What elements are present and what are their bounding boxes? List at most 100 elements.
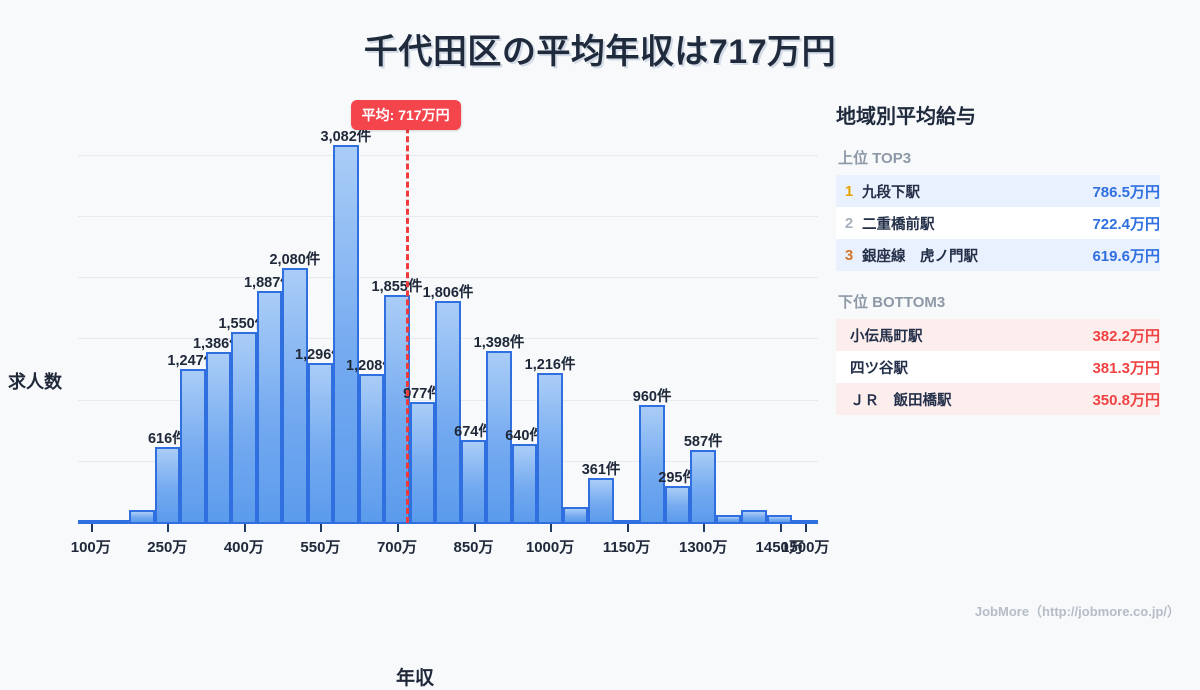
histogram-bar	[715, 515, 742, 522]
plot-region: 616件 1,247件 1,386件 1,550件 1,887件 2,080件 1,296件…	[71, 100, 829, 556]
histogram-bar	[511, 443, 538, 522]
x-axis-tick-label: 1000万	[525, 539, 575, 556]
section-spacer	[836, 271, 1166, 291]
salary-value: 619.6万円	[1092, 247, 1160, 265]
rank-row[interactable]: 四ツ谷駅 381.3万円	[836, 351, 1160, 383]
x-axis-tick-label: 250万	[147, 539, 188, 556]
salary-value: 722.4万円	[1092, 215, 1160, 233]
gridline	[78, 154, 818, 156]
histogram-bar	[792, 519, 818, 522]
bar-value-label: 616件	[147, 430, 187, 447]
histogram-bar	[205, 352, 232, 522]
salary-value: 350.8万円	[1092, 391, 1160, 409]
x-axis-tick-label: 1300万	[678, 539, 728, 556]
bar-value-label: 1,806件	[422, 285, 474, 302]
gridline	[78, 216, 818, 218]
bar-value-label: 1,398件	[473, 334, 525, 351]
station-name: 小伝馬町駅	[850, 328, 923, 345]
gridline	[78, 277, 818, 279]
histogram-bar	[766, 514, 793, 522]
salary-value: 381.3万円	[1092, 359, 1160, 377]
histogram-bar	[486, 350, 512, 522]
histogram-bar	[639, 404, 665, 522]
histogram-bar	[384, 295, 410, 522]
bar-value-label: 1,550件	[218, 316, 270, 333]
histogram-bar	[333, 144, 359, 522]
x-axis-line	[78, 522, 818, 524]
rank-row[interactable]: 1 九段下駅 786.5万円	[836, 175, 1160, 207]
histogram-bar	[129, 510, 155, 522]
x-axis-tick-label: 1450万	[755, 539, 804, 556]
histogram-bar	[78, 520, 104, 522]
histogram-bar	[231, 332, 257, 522]
histogram-bar	[613, 519, 640, 522]
histogram-bar	[103, 520, 130, 522]
rank-row[interactable]: 2 二重橋前駅 722.4万円	[836, 207, 1160, 239]
rank-row[interactable]: 小伝馬町駅 382.2万円	[836, 319, 1160, 351]
x-axis-tick	[779, 523, 782, 532]
x-axis-tick-label: 100万	[70, 539, 111, 556]
top3-section-label: 上位 TOP3	[838, 150, 912, 167]
histogram-bar	[664, 485, 691, 522]
x-axis-tick-label: 700万	[376, 539, 417, 556]
station-name: ＪＲ 飯田橋駅	[850, 392, 952, 409]
bar-value-label: 1,855件	[371, 279, 423, 296]
footer-credit: JobMore（http://jobmore.co.jp/）	[974, 604, 1180, 619]
bar-value-label: 977件	[403, 386, 442, 403]
bottom3-section-label: 下位 BOTTOM3	[838, 294, 946, 311]
bar-value-label: 2,080件	[269, 251, 321, 268]
histogram-bar	[562, 507, 589, 522]
histogram-bar	[435, 301, 461, 522]
histogram-bar	[537, 373, 563, 522]
rank-row[interactable]: 3 銀座線 虎ノ門駅 619.6万円	[836, 239, 1160, 271]
x-axis-tick	[473, 523, 476, 532]
histogram-bar	[358, 374, 385, 522]
histogram-bar	[282, 267, 308, 522]
salary-value: 786.5万円	[1092, 183, 1160, 201]
station-name: 二重橋前駅	[862, 216, 935, 233]
x-axis-tick	[703, 523, 706, 532]
bar-value-label: 1,208件	[346, 358, 397, 375]
rank-number: 1	[844, 182, 854, 200]
x-axis-tick-label: 1150万	[602, 539, 651, 556]
bar-value-label: 674件	[454, 423, 493, 440]
bar-value-label: 640件	[505, 427, 544, 444]
bar-value-label: 1,386件	[192, 336, 244, 353]
x-axis-tick	[805, 523, 808, 532]
x-axis-tick-label: 850万	[453, 539, 494, 556]
histogram-bar	[154, 446, 181, 522]
histogram-bar	[690, 450, 716, 522]
average-line	[405, 100, 409, 523]
page-title: 千代田区の平均年収は717万円	[363, 33, 837, 71]
histogram-chart: 求人数 616件 1,247件 1,386件 1,550件 1,887件 2,080件 1,…	[0, 90, 830, 689]
region-salary-panel: 地域別平均給与 上位 TOP3 1 九段下駅 786.5万円 2 二重橋前駅 722.4万…	[836, 100, 1166, 415]
x-axis-tick-label: 550万	[300, 539, 341, 556]
bar-value-label: 1,296件	[295, 347, 346, 364]
sidebar-title: 地域別平均給与	[836, 106, 976, 128]
bar-value-label: 361件	[581, 461, 621, 478]
histogram-bar	[180, 369, 206, 522]
x-axis-tick	[396, 523, 399, 532]
bar-value-label: 960件	[632, 388, 672, 405]
bar-value-label: 295件	[658, 469, 697, 486]
x-axis-tick-label: 400万	[223, 539, 264, 556]
histogram-bar	[741, 510, 767, 522]
station-name: 四ツ谷駅	[850, 360, 908, 377]
histogram-bar	[307, 363, 334, 522]
average-badge: 平均: 717万円	[350, 100, 461, 130]
rank-number: 3	[844, 246, 854, 264]
salary-value: 382.2万円	[1092, 327, 1160, 345]
station-name: 九段下駅	[862, 184, 920, 201]
x-axis-tick	[243, 523, 246, 532]
x-axis-tick	[167, 523, 170, 532]
rank-row[interactable]: ＪＲ 飯田橋駅 350.8万円	[836, 383, 1160, 415]
x-axis-tick-label: 1500万	[781, 539, 830, 556]
histogram-bar	[460, 439, 487, 522]
x-axis-tick	[550, 523, 553, 532]
x-axis-tick	[626, 523, 629, 532]
bar-value-label: 3,082件	[320, 128, 372, 145]
station-name: 銀座線 虎ノ門駅	[862, 248, 978, 265]
rank-number: 2	[844, 214, 854, 232]
histogram-bar	[588, 477, 614, 522]
y-axis-title: 求人数	[8, 372, 62, 392]
